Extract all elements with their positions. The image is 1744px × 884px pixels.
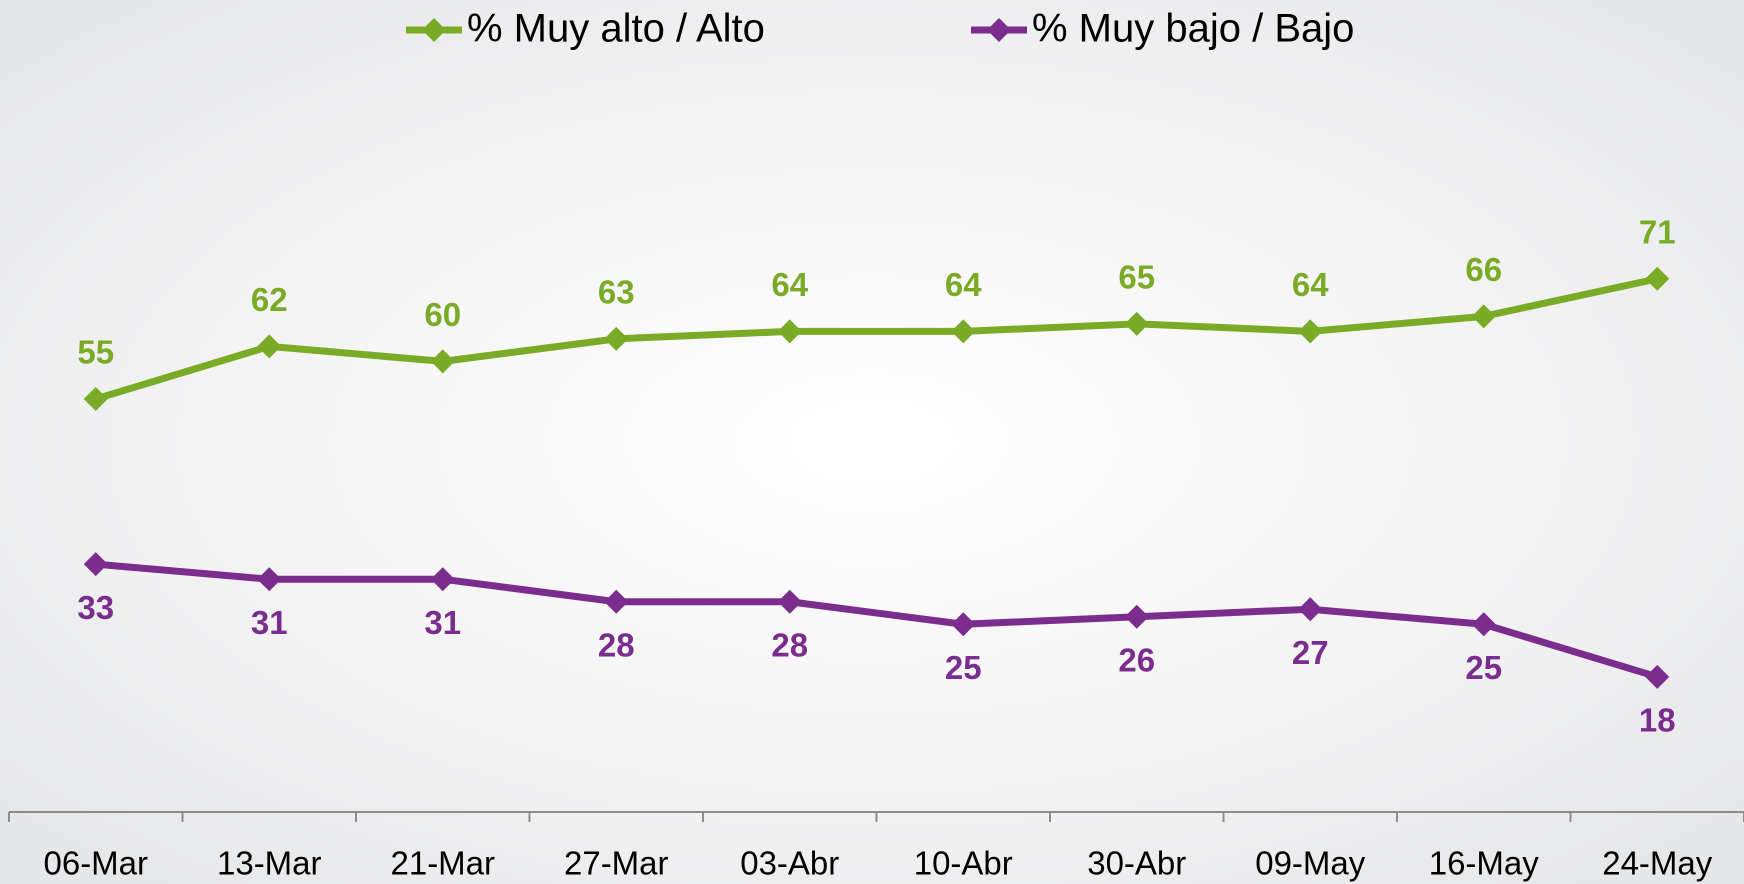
data-label: 28	[771, 626, 808, 663]
legend-marker	[422, 18, 446, 42]
marker	[257, 567, 282, 592]
marker	[257, 334, 282, 359]
marker	[1645, 664, 1670, 689]
series-line	[94, 275, 1658, 403]
data-label: 64	[945, 266, 982, 303]
data-label: 55	[77, 334, 114, 371]
data-label: 64	[771, 266, 808, 303]
data-label: 33	[77, 589, 114, 626]
data-label: 62	[251, 281, 288, 318]
data-label: 65	[1118, 259, 1155, 296]
x-tick-label: 13-Mar	[217, 845, 322, 882]
legend-label: % Muy alto / Alto	[467, 7, 765, 51]
x-tick-label: 21-Mar	[390, 845, 495, 882]
marker	[1645, 266, 1670, 291]
marker	[951, 319, 976, 344]
x-tick-label: 06-Mar	[43, 845, 148, 882]
data-label: 60	[424, 296, 461, 333]
data-label: 63	[598, 274, 635, 311]
x-tick-label: 03-Abr	[740, 845, 839, 882]
marker	[777, 589, 802, 614]
data-label: 31	[424, 604, 461, 641]
marker	[777, 319, 802, 344]
marker	[83, 386, 108, 411]
marker	[430, 349, 455, 374]
x-tick-label: 30-Abr	[1087, 845, 1186, 882]
data-label: 64	[1292, 266, 1329, 303]
data-label: 66	[1465, 251, 1502, 288]
marker	[604, 589, 629, 614]
marker	[430, 567, 455, 592]
marker	[1298, 597, 1323, 622]
data-label: 28	[598, 626, 635, 663]
data-label: 26	[1118, 641, 1155, 678]
series-line	[95, 560, 1659, 681]
marker	[604, 326, 629, 351]
x-tick-label: 16-May	[1429, 845, 1540, 882]
x-tick-label: 09-May	[1255, 845, 1366, 882]
data-label: 25	[1465, 649, 1502, 686]
marker	[1471, 304, 1496, 329]
marker	[1298, 319, 1323, 344]
x-tick-label: 27-Mar	[564, 845, 669, 882]
x-tick-label: 10-Abr	[914, 845, 1013, 882]
x-tick-label: 24-May	[1602, 845, 1713, 882]
data-label: 31	[251, 604, 288, 641]
marker	[83, 552, 108, 577]
legend-marker	[987, 18, 1011, 42]
legend-label: % Muy bajo / Bajo	[1032, 7, 1354, 51]
data-label: 25	[945, 649, 982, 686]
marker	[1124, 311, 1149, 336]
marker	[1471, 612, 1496, 637]
marker	[1124, 604, 1149, 629]
data-label: 71	[1639, 214, 1676, 251]
marker	[951, 612, 976, 637]
data-label: 27	[1292, 634, 1329, 671]
data-label: 18	[1639, 702, 1676, 739]
